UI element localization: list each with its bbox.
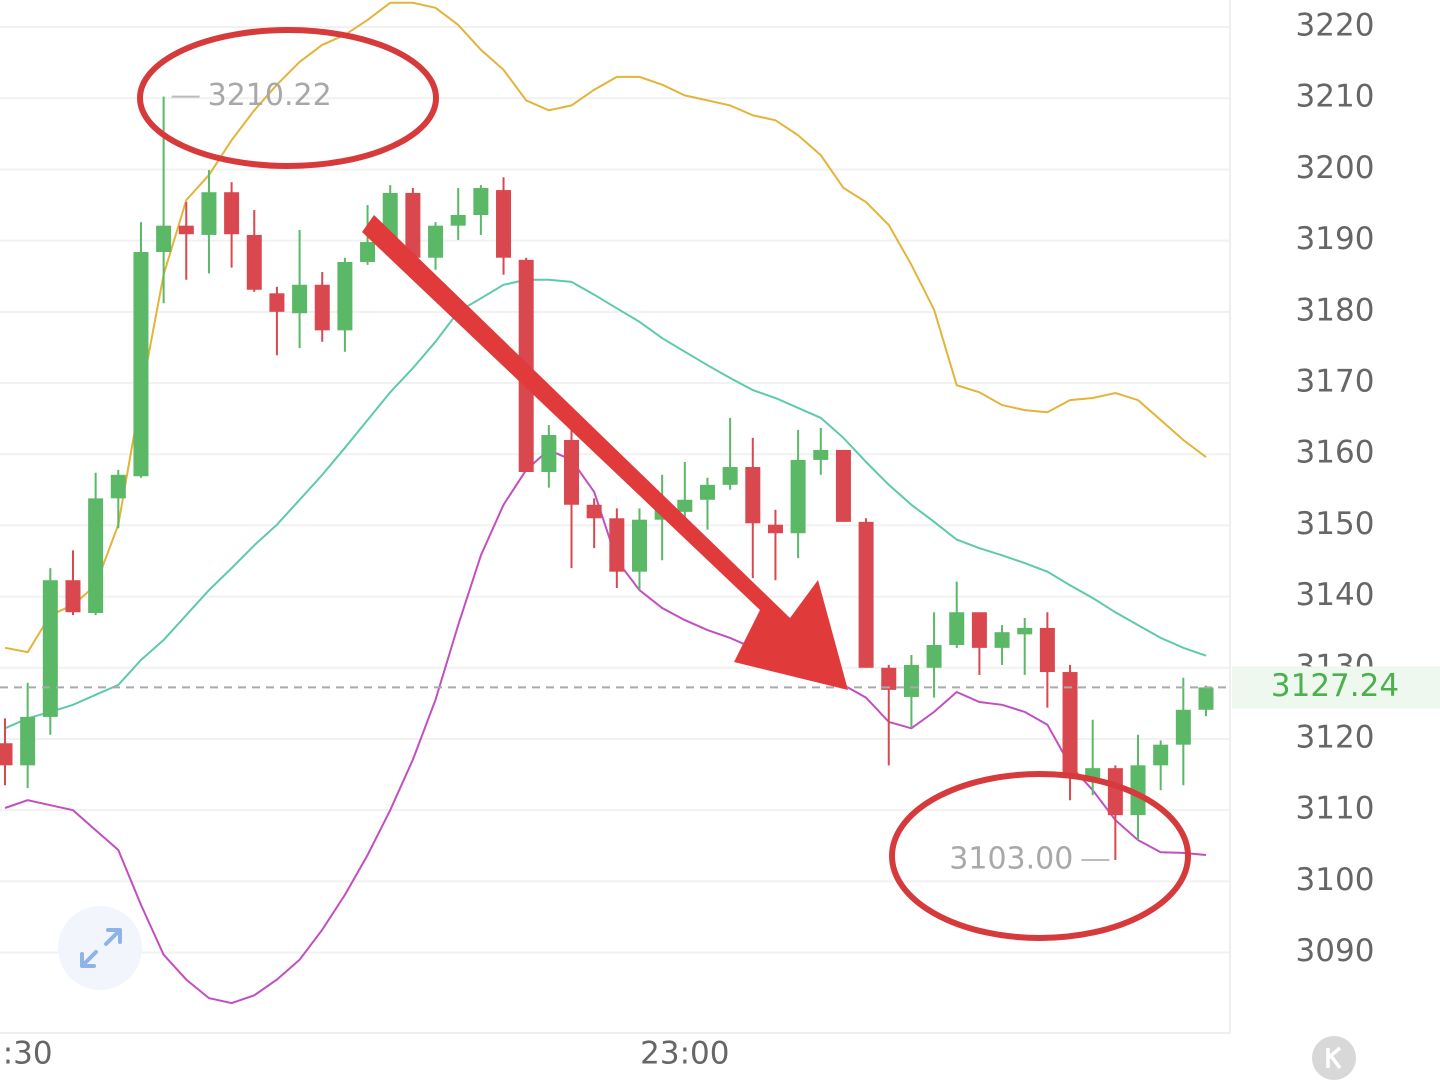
candle-body — [42, 580, 58, 717]
candle-body — [949, 612, 965, 646]
candle-body — [1153, 744, 1169, 766]
kline-icon — [1326, 1046, 1342, 1070]
candle-body — [1062, 672, 1078, 779]
candle-body — [835, 449, 851, 522]
y-tick-label: 3140 — [1296, 577, 1375, 613]
candle-body — [631, 519, 647, 572]
candle-body — [20, 716, 36, 766]
candle-body — [269, 293, 285, 312]
candle-body — [292, 284, 308, 314]
candle-body — [971, 612, 987, 648]
band-line — [4, 1, 1207, 654]
candle-body — [1017, 627, 1033, 635]
candle-body — [722, 467, 738, 485]
candle-body — [1039, 627, 1055, 673]
candle-body — [178, 225, 194, 235]
y-tick-label: 3150 — [1296, 506, 1375, 542]
candle-body — [677, 499, 693, 512]
candle-body — [246, 234, 262, 290]
candle-body — [926, 645, 942, 668]
highlight-ellipse — [889, 771, 1191, 941]
last-price-label: 3127.24 — [1271, 668, 1399, 704]
trend-arrow — [362, 215, 848, 690]
candle-body — [110, 474, 126, 499]
candle-body — [428, 225, 444, 258]
candle-body — [881, 667, 897, 690]
candle-body — [1107, 768, 1123, 816]
x-tick-label: 23:00 — [640, 1036, 729, 1072]
expand-icon — [80, 928, 122, 968]
candle-body — [156, 225, 172, 253]
y-tick-label: 3100 — [1296, 862, 1375, 898]
candle-body — [1198, 687, 1214, 710]
candle-body — [858, 521, 874, 668]
candle-body — [699, 484, 715, 500]
candle-body — [496, 190, 512, 258]
candle-body — [0, 743, 13, 766]
candle-body — [767, 524, 783, 534]
band-line — [4, 278, 1207, 730]
y-tick-label: 3120 — [1296, 719, 1375, 755]
candle-body — [1130, 765, 1146, 816]
candle-body — [337, 261, 353, 331]
y-tick-label: 3180 — [1296, 292, 1375, 328]
annotation-label: 3103.00 — [949, 842, 1073, 877]
candle-body — [790, 459, 806, 534]
indicator-lines — [4, 1, 1207, 1005]
kline-button[interactable] — [1312, 1036, 1356, 1080]
grid — [0, 26, 1230, 954]
candle-body — [609, 518, 625, 572]
y-tick-label: 3160 — [1296, 435, 1375, 471]
last-price-bg — [1232, 666, 1440, 709]
highlight-ellipse — [137, 27, 439, 169]
candle-body — [564, 439, 580, 505]
candle-body — [450, 215, 466, 226]
candle-body — [224, 192, 240, 235]
expand-button[interactable] — [58, 906, 142, 990]
candle-body — [586, 504, 602, 519]
candle-body — [360, 242, 376, 262]
candle-body — [133, 252, 149, 477]
annotation-label: 3210.22 — [208, 78, 332, 113]
y-tick-label: 3220 — [1296, 8, 1375, 44]
candle-body — [314, 284, 330, 331]
candle-body — [88, 498, 104, 613]
candle-body — [541, 434, 557, 473]
candle-body — [903, 664, 919, 697]
candle-body — [405, 192, 421, 258]
expand-bg — [58, 906, 142, 990]
y-tick-label: 3110 — [1296, 791, 1375, 827]
y-tick-label: 3200 — [1296, 150, 1375, 186]
candle-body — [745, 467, 761, 524]
y-tick-label: 3190 — [1296, 221, 1375, 257]
candle-body — [201, 192, 217, 235]
band-line — [4, 448, 1207, 1005]
candle-body — [813, 449, 829, 460]
candle-body — [994, 632, 1010, 648]
x-tick-label: :30 — [3, 1036, 53, 1072]
candle-body — [65, 580, 81, 613]
candle-body — [1085, 768, 1101, 779]
candle-body — [473, 187, 489, 216]
y-tick-label: 3170 — [1296, 364, 1375, 400]
y-tick-label: 3210 — [1296, 79, 1375, 115]
candle-body — [1175, 709, 1191, 745]
y-tick-label: 3090 — [1296, 933, 1375, 969]
labels: 3090310031103120313031403150316031703180… — [0, 8, 1440, 1072]
